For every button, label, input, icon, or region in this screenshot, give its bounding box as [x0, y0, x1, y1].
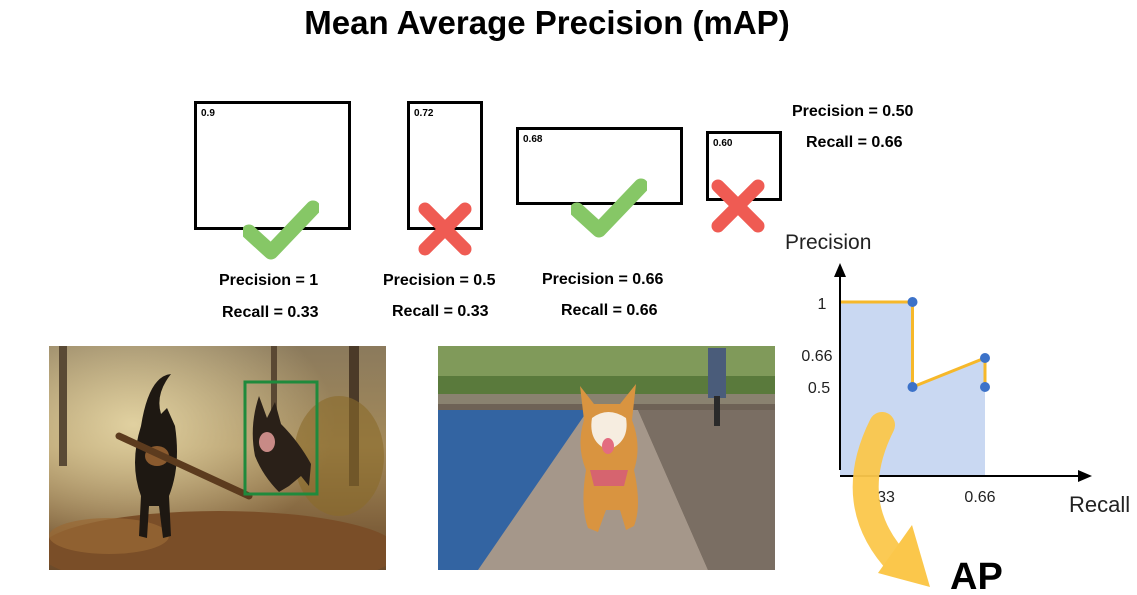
detection-box-1: 0.9	[194, 101, 351, 230]
y-axis-label: Precision	[785, 231, 871, 254]
page-title: Mean Average Precision (mAP)	[304, 4, 790, 41]
pr-point	[980, 353, 990, 363]
cross-icon	[711, 179, 765, 233]
cross-icon	[418, 202, 472, 256]
x-axis-arrow	[1078, 470, 1092, 482]
y-tick-label: 1	[818, 296, 827, 313]
x-tick-label: 0.66	[964, 489, 995, 506]
precision-recall-chart: Precision Recall 1 0.66 0.5 33 0.66 AP	[785, 231, 1130, 595]
precision-label-4: Precision = 0.50	[792, 103, 914, 120]
precision-label-3: Precision = 0.66	[542, 271, 664, 288]
detection-score: 0.9	[201, 108, 215, 119]
x-tick-label: 33	[877, 489, 895, 506]
dog-running-photo	[49, 346, 386, 570]
x-axis-label: Recall	[1069, 492, 1130, 517]
recall-label-3: Recall = 0.66	[561, 302, 658, 319]
detection-score: 0.72	[414, 108, 434, 119]
ap-label: AP	[950, 556, 1003, 595]
pr-point	[907, 297, 918, 307]
recall-label-4: Recall = 0.66	[806, 134, 903, 151]
y-tick-label: 0.66	[801, 348, 832, 365]
y-tick-label: 0.5	[808, 380, 830, 397]
precision-label-2: Precision = 0.5	[383, 272, 496, 289]
ap-arrow-head	[878, 525, 930, 587]
check-icon	[571, 178, 647, 238]
pr-point	[907, 382, 918, 392]
detection-box-3: 0.68	[516, 127, 683, 205]
recall-label-1: Recall = 0.33	[222, 304, 319, 321]
recall-label-2: Recall = 0.33	[392, 303, 489, 320]
y-axis-arrow	[834, 263, 846, 277]
corgi-walking-photo	[438, 346, 775, 570]
detection-score: 0.60	[713, 138, 733, 149]
detection-score: 0.68	[523, 134, 543, 145]
ap-arrow-icon	[852, 412, 913, 578]
pr-point	[980, 382, 990, 392]
precision-label-1: Precision = 1	[219, 272, 319, 289]
check-icon	[243, 200, 319, 260]
